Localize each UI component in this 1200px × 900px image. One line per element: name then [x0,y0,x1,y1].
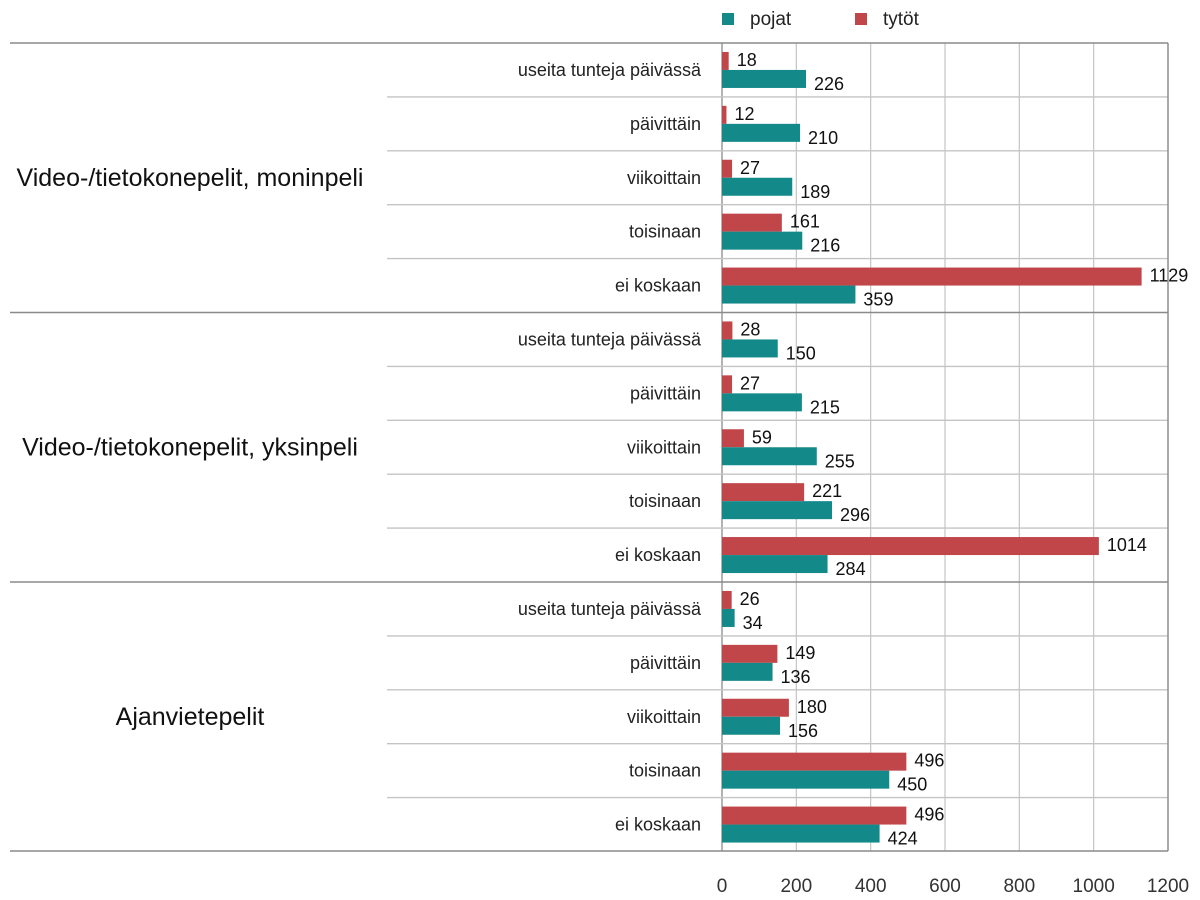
category-label: useita tunteja päivässä [518,599,702,619]
data-label-tytot: 12 [734,104,754,124]
data-label-pojat: 136 [781,667,811,687]
bar-tytot [722,267,1142,286]
data-label-tytot: 1129 [1150,266,1189,286]
category-label: toisinaan [629,222,701,242]
data-label-pojat: 189 [800,182,830,202]
bar-pojat [722,285,856,304]
category-label: useita tunteja päivässä [518,60,702,80]
bar-tytot [722,429,744,448]
data-label-pojat: 156 [788,721,818,741]
bar-pojat [722,69,806,88]
x-tick-label: 0 [717,876,728,897]
bar-pojat [722,662,773,681]
bar-pojat [722,608,735,627]
x-tick-label: 400 [855,876,887,897]
bar-tytot [722,752,907,771]
bar-tytot [722,644,778,663]
bar-pojat [722,123,801,142]
legend-label: pojat [750,9,792,30]
category-label: ei koskaan [615,545,701,565]
x-tick-label: 800 [1003,876,1035,897]
data-label-pojat: 255 [825,451,855,471]
x-tick-label: 1000 [1073,876,1115,897]
data-label-pojat: 150 [786,343,816,363]
category-label: viikoittain [627,707,701,727]
category-label: viikoittain [627,437,701,457]
x-tick-label: 1200 [1147,876,1189,897]
bar-tytot [722,213,782,232]
category-label: päivittäin [630,653,701,673]
group-label: Video-/tietokonepelit, moninpeli [17,164,364,192]
data-label-pojat: 226 [814,74,844,94]
bar-tytot [722,375,733,394]
data-label-tytot: 59 [752,427,772,447]
data-label-tytot: 221 [812,481,842,501]
category-label: päivittäin [630,383,701,403]
group-label: Ajanvietepelit [116,703,265,731]
data-label-tytot: 180 [797,697,827,717]
bar-tytot [722,51,729,70]
legend-swatch [722,13,734,25]
bar-tytot [722,806,907,825]
data-label-tytot: 27 [740,158,760,178]
category-label: ei koskaan [615,815,701,835]
data-label-pojat: 284 [836,559,866,579]
bar-pojat [722,716,780,735]
bar-pojat [722,393,802,412]
data-label-tytot: 161 [790,212,820,232]
data-label-pojat: 296 [840,505,870,525]
data-label-tytot: 149 [785,643,815,663]
data-label-tytot: 18 [737,50,757,70]
data-label-pojat: 215 [810,397,840,417]
data-label-pojat: 450 [897,775,927,795]
data-label-pojat: 210 [808,128,838,148]
category-label: toisinaan [629,491,701,511]
legend-label: tytöt [883,9,920,30]
x-tick-label: 600 [929,876,961,897]
bar-pojat [722,231,803,250]
data-label-tytot: 496 [914,751,944,771]
data-label-tytot: 496 [914,805,944,825]
data-label-tytot: 28 [740,319,760,339]
bar-tytot [722,537,1099,556]
group-label: Video-/tietokonepelit, yksinpeli [22,433,358,461]
data-label-pojat: 424 [888,829,918,849]
category-label: useita tunteja päivässä [518,329,702,349]
category-label: viikoittain [627,168,701,188]
bar-tytot [722,159,733,178]
legend-swatch [855,13,867,25]
bar-pojat [722,447,817,466]
bar-pojat [722,770,890,789]
bar-pojat [722,824,880,843]
bar-tytot [722,321,733,340]
category-label: toisinaan [629,761,701,781]
bar-tytot [722,698,789,717]
data-label-tytot: 27 [740,373,760,393]
bar-tytot [722,590,732,609]
bar-pojat [722,555,828,574]
data-label-pojat: 216 [810,236,840,256]
bar-pojat [722,339,778,358]
bar-tytot [722,483,805,502]
category-label: päivittäin [630,114,701,134]
bar-pojat [722,501,833,520]
category-label: ei koskaan [615,276,701,296]
data-label-tytot: 1014 [1107,535,1147,555]
data-label-pojat: 34 [743,613,763,633]
x-tick-label: 200 [780,876,812,897]
bar-tytot [722,105,727,124]
data-label-pojat: 359 [863,290,893,310]
bar-pojat [722,177,793,196]
data-label-tytot: 26 [740,589,760,609]
